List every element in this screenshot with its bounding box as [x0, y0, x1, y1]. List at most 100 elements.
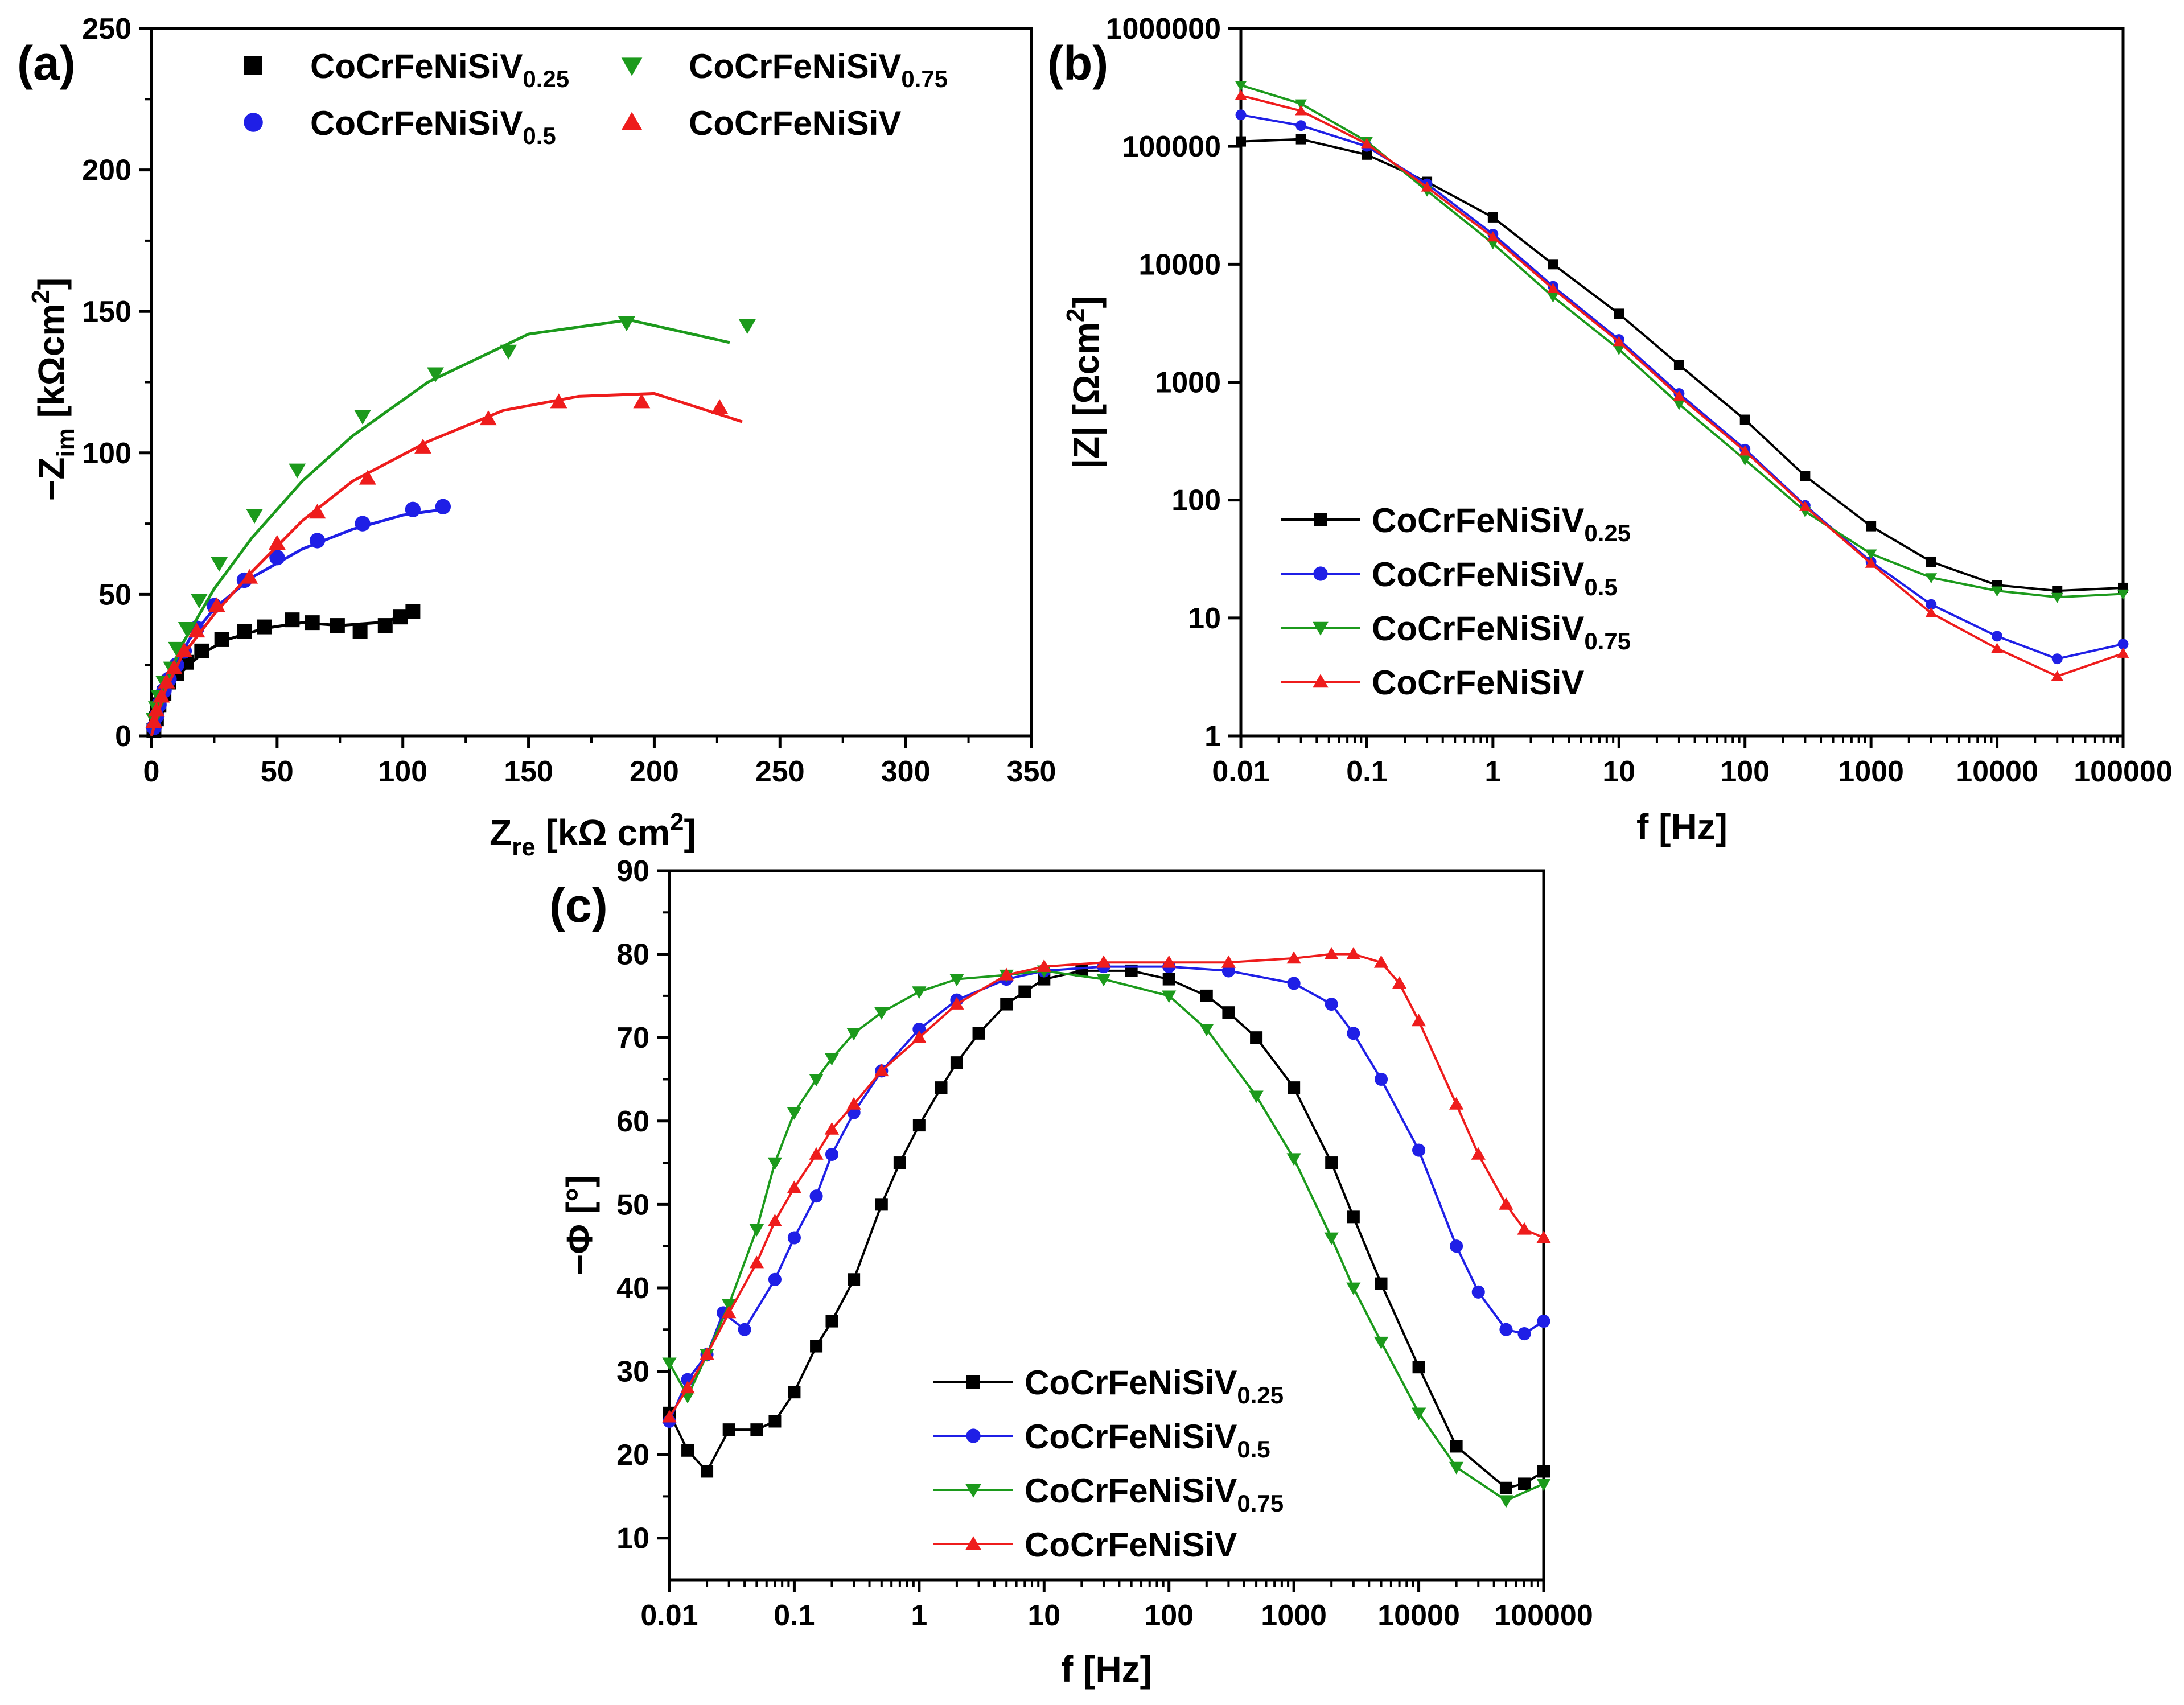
panel-b-x-tick-label: 0.1 [1346, 755, 1387, 788]
panel-c-label: (c) [549, 879, 608, 932]
panel-c-data-point [824, 1122, 840, 1135]
panel-c-data-point [825, 1315, 838, 1328]
panel-a-data-point [168, 641, 186, 657]
panel-b-legend-line-v1 [1281, 674, 1360, 688]
panel-a-data-point [550, 393, 567, 409]
panel-c-x-tick-label: 1000 [1261, 1599, 1327, 1632]
panel-c-ticks: 0.01 0.1 1 10 100 1000 10000 100000 10 20 30 40 50 60… [616, 855, 1593, 1632]
panel-c-data-point [1287, 977, 1301, 990]
panel-a-data-point [257, 619, 272, 635]
panel-b-x-tick-label: 10000 [1956, 755, 2038, 788]
panel-a-data-point [435, 499, 451, 514]
panel-a-data-point [405, 604, 421, 619]
panel-a-data-point [237, 624, 252, 639]
panel-c-data-point [912, 1030, 927, 1043]
panel-a-data-point [194, 643, 209, 658]
panel-a-data-point [633, 393, 651, 409]
panel-b-data-point [1673, 360, 1684, 370]
panel-a-x-tick-label: 200 [630, 755, 679, 788]
panel-c-data-point [949, 974, 964, 987]
panel-a-data-point [268, 534, 286, 550]
panel-c-data-point [1411, 1407, 1426, 1420]
panel-b-data-point [1992, 631, 2003, 642]
panel-b-data-point [1295, 105, 1307, 116]
panel-c-data-point [874, 1007, 889, 1020]
panel-c-y-tick-label: 10 [616, 1522, 649, 1555]
panel-b-data-point [1865, 549, 1877, 560]
panel-b-data-point [1362, 149, 1372, 160]
panel-c-data-point [912, 986, 927, 999]
panel-c-data-point [1449, 1097, 1464, 1110]
panel-b-data-point [1236, 136, 1246, 147]
panel-a-data-point [246, 509, 264, 524]
panel-c-y-tick-label: 20 [616, 1439, 649, 1472]
panel-a-legend-item-v1: CoCrFeNiSiV [621, 104, 901, 142]
panel-c-legend-item-v1: CoCrFeNiSiV [933, 1526, 1237, 1564]
panel-c-legend-symbol [966, 1428, 981, 1443]
panel-a-data-point [305, 615, 320, 631]
panel-a-legend-label-v1: CoCrFeNiSiV [689, 104, 901, 142]
panel-a-y-tick-label: 150 [82, 295, 131, 328]
panel-a-data-point [414, 438, 432, 454]
panel-b-legend-symbol [1313, 621, 1329, 636]
panel-b-data-point [1235, 109, 1247, 121]
panel-a-data-point [359, 470, 376, 485]
panel-a-legend-symbol [621, 57, 643, 76]
panel-a-x-title-sub: re [512, 833, 536, 861]
panel-a-x-title-end: ] [684, 812, 696, 853]
panel-b-x-tick-label: 10 [1602, 755, 1635, 788]
panel-c-data-point [1037, 959, 1051, 972]
panel-c-legend-label-v05: CoCrFeNiSiV0.5 [1025, 1418, 1270, 1463]
legend-sub: 0.25 [1584, 520, 1631, 546]
panel-b-y-tick-label: 10 [1188, 602, 1221, 635]
panel-a-data-point [405, 501, 421, 517]
panel-b-data-point [1866, 521, 1877, 532]
panel-c-x-tick-label: 0.1 [774, 1599, 815, 1632]
panel-c-data-point [1096, 955, 1111, 968]
panel-c-data-point [912, 1119, 926, 1132]
panel-a-data-point [377, 618, 393, 633]
panel-c-data-point [848, 1273, 861, 1286]
panel-a-data-point [145, 713, 163, 728]
panel-a-data-point [711, 399, 729, 414]
panel-c-data-point [767, 1157, 783, 1170]
panel-a-y-title-base: −Z [31, 458, 72, 501]
panel-a-y-title-sub: im [52, 428, 80, 457]
panel-c-data-point [1249, 1090, 1264, 1103]
panel-c-data-point [1325, 1156, 1338, 1169]
panel-b-legend-item-v075: CoCrFeNiSiV0.75 [1281, 609, 1631, 654]
panel-a-x-tick-label: 150 [504, 755, 553, 788]
panel-c-data-point [810, 1340, 823, 1353]
panel-a-data-point [269, 550, 285, 566]
panel-c-x-tick-label: 100000 [1494, 1599, 1593, 1632]
panel-a-data-point [188, 623, 205, 638]
panel-a-data-point [153, 687, 170, 703]
panel-b-data-point [1548, 259, 1558, 270]
panel-c-data-point [1411, 1014, 1426, 1027]
legend-base: CoCrFeNiSiV [1025, 1364, 1237, 1402]
panel-b-y-title-sup: 2 [1062, 308, 1089, 322]
panel-c-data-point [809, 1147, 824, 1160]
panel-c-legend-line-v025 [933, 1375, 1013, 1389]
panel-c-data-point [1288, 1081, 1301, 1094]
panel-a-ticks: 0 50 100 150 200 250 300 350 0 50 100 150 200 250 [82, 13, 1056, 788]
panel-a-legend-item-v05: CoCrFeNiSiV0.5 [244, 104, 556, 149]
panel-c-data-point [1499, 1323, 1513, 1336]
panel-a-data-point [289, 463, 306, 479]
legend-base: CoCrFeNiSiV [1025, 1418, 1237, 1456]
panel-a-data-point [175, 642, 193, 657]
panel-a-data-point [500, 344, 517, 360]
panel-c-data-point [874, 1064, 889, 1077]
panel-c-data-point [1199, 1024, 1214, 1037]
panel-c-data-point [1222, 1006, 1235, 1019]
panel-c-data-point [1392, 976, 1407, 989]
panel-a-data-point [211, 557, 228, 572]
panel-b-y-tick-label: 10000 [1138, 248, 1221, 281]
panel-b-data-point [1547, 292, 1559, 303]
panel-b-data-point [1800, 471, 1811, 481]
panel-c-data-point [1286, 951, 1301, 964]
legend-base: CoCrFeNiSiV [1372, 664, 1584, 702]
panel-b-y-title-base: |Z| [Ωcm [1066, 322, 1107, 469]
